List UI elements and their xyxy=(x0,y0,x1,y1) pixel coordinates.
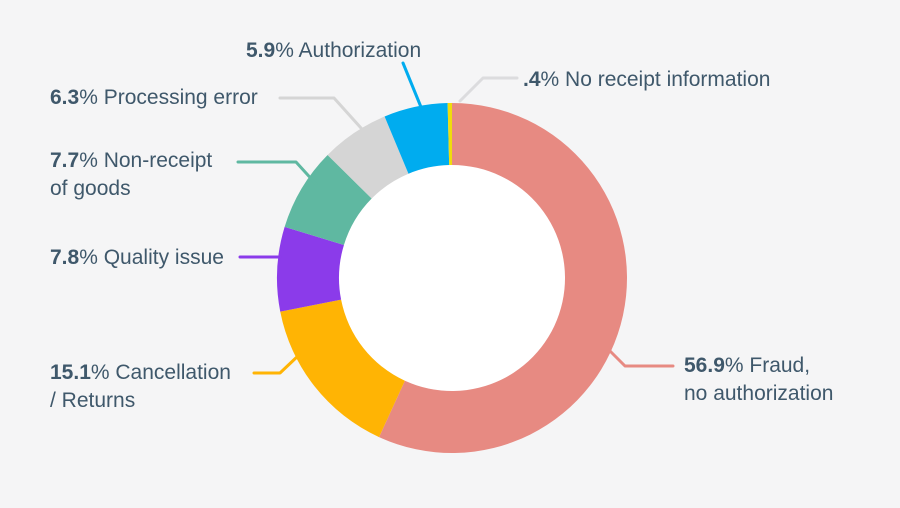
segment-authorization xyxy=(384,103,450,174)
label-no-receipt-information-value: .4 xyxy=(523,68,541,91)
segment-no-receipt-information xyxy=(447,103,452,166)
label-quality-issue: 7.8% Quality issue xyxy=(50,244,224,272)
label-fraud-value: 56.9 xyxy=(684,354,725,377)
leader-fraud xyxy=(606,347,675,368)
segment-fraud-no-authorization xyxy=(379,103,628,453)
leader-authorization xyxy=(401,61,425,114)
segment-cancellation-returns xyxy=(280,299,405,438)
label-fraud: 56.9% Fraud, no authorization xyxy=(684,352,833,408)
label-authorization-text: % Authorization xyxy=(275,39,422,62)
leader-lines xyxy=(236,61,675,375)
label-processing-error-text: % Processing error xyxy=(79,86,258,109)
label-processing-error: 6.3% Processing error xyxy=(50,84,258,112)
leader-non-receipt xyxy=(236,160,318,186)
label-authorization: 5.9% Authorization xyxy=(246,37,421,65)
label-quality-issue-value: 7.8 xyxy=(50,246,80,269)
segment-processing-error xyxy=(327,116,409,199)
donut-hole xyxy=(339,165,565,391)
label-authorization-value: 5.9 xyxy=(246,39,276,62)
leader-cancellation xyxy=(252,353,301,375)
label-no-receipt-information: .4% No receipt information xyxy=(523,66,770,94)
label-processing-error-value: 6.3 xyxy=(50,86,80,109)
label-cancellation-text: % Cancellation xyxy=(90,361,231,384)
label-non-receipt: 7.7% Non-receipt of goods xyxy=(50,147,212,203)
label-cancellation: 15.1% Cancellation / Returns xyxy=(50,359,231,415)
label-cancellation-value: 15.1 xyxy=(50,361,91,384)
label-fraud-text: % Fraud, xyxy=(724,354,811,377)
label-no-receipt-information-text: % No receipt information xyxy=(540,68,771,91)
segment-non-receipt-of-goods xyxy=(284,154,372,245)
label-cancellation-text-line2: / Returns xyxy=(50,389,136,412)
segment-quality-issue xyxy=(277,226,344,312)
label-non-receipt-text-line2: of goods xyxy=(50,177,131,200)
label-non-receipt-text: % Non-receipt xyxy=(79,149,213,172)
leader-no-receipt-information xyxy=(458,76,519,103)
leader-processing-error xyxy=(278,96,363,130)
label-non-receipt-value: 7.7 xyxy=(50,149,80,172)
label-fraud-text-line2: no authorization xyxy=(684,382,834,405)
label-quality-issue-text: % Quality issue xyxy=(79,246,224,269)
donut-segments xyxy=(277,103,628,453)
